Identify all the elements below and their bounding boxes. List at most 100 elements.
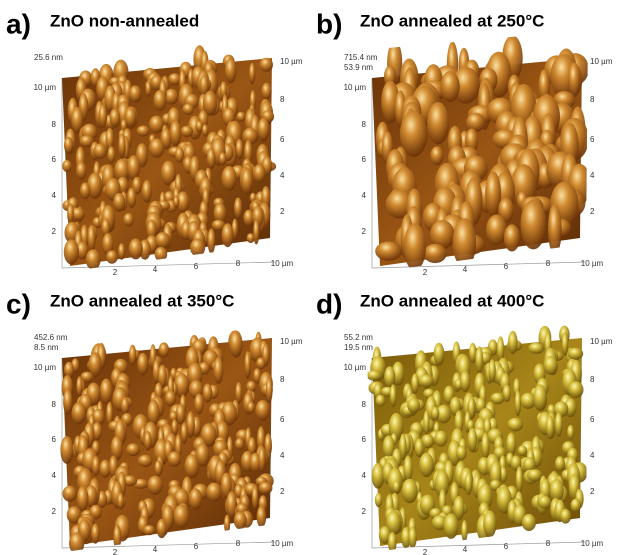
panel-title: ZnO non-annealed: [50, 11, 199, 30]
grain: [555, 456, 565, 471]
left-tick-label: 8: [362, 120, 367, 129]
grain: [555, 412, 563, 437]
grain: [181, 422, 188, 444]
grain: [568, 348, 584, 360]
grain: [247, 402, 255, 414]
left-tick-label: 6: [52, 155, 57, 164]
grain: [170, 120, 182, 146]
grain: [143, 525, 155, 535]
grain: [407, 398, 420, 413]
grain: [129, 345, 136, 366]
grain: [80, 182, 90, 199]
bottom-tick-label: 2: [113, 548, 118, 555]
grain: [434, 431, 447, 447]
grain: [402, 479, 418, 504]
grain: [415, 439, 424, 458]
grain: [453, 218, 477, 267]
grain: [486, 215, 507, 246]
left-tick-label: 8: [52, 120, 57, 129]
grain: [483, 511, 496, 538]
left-tick-label: 4: [362, 191, 367, 200]
grain: [62, 160, 72, 172]
grain: [63, 389, 72, 415]
z-label: 715.4 nm: [344, 53, 378, 62]
grain: [234, 512, 247, 530]
grain: [567, 425, 574, 440]
grain: [155, 247, 168, 261]
right-tick-label: 2: [590, 487, 595, 496]
grain: [253, 164, 265, 183]
grain: [76, 162, 86, 180]
bottom-tick-label: 4: [463, 545, 468, 554]
grain: [113, 525, 121, 550]
grain: [253, 219, 259, 244]
grain: [129, 85, 141, 102]
right-tick-label: 6: [280, 415, 285, 424]
right-tick-label: 8: [590, 375, 595, 384]
grain: [64, 137, 73, 154]
grain: [99, 460, 110, 478]
left-tick-label: 4: [362, 471, 367, 480]
right-tick-label: 6: [590, 415, 595, 424]
grain: [475, 346, 483, 374]
grain: [257, 506, 267, 528]
bottom-tick-label: 8: [236, 259, 241, 268]
grain: [60, 436, 73, 464]
grain: [189, 488, 202, 509]
right-tick-label: 8: [280, 375, 285, 384]
z-label: 53.9 nm: [344, 63, 373, 72]
grain: [562, 332, 568, 356]
bottom-tick-label: 8: [546, 259, 551, 268]
bottom-tick-label: 4: [153, 545, 158, 554]
right-tick-label: 10 µm: [280, 337, 303, 346]
grain: [366, 370, 382, 380]
grain: [127, 155, 140, 180]
grain: [404, 223, 426, 270]
grain: [528, 343, 544, 354]
panel-letter: a): [6, 8, 31, 39]
left-tick-label: 8: [52, 400, 57, 409]
grain: [76, 376, 82, 397]
grain: [137, 353, 148, 376]
grain: [113, 193, 125, 212]
grain: [173, 505, 189, 529]
grain: [110, 108, 121, 127]
grain: [194, 394, 203, 415]
grain: [121, 397, 129, 414]
grain: [522, 514, 536, 531]
grain: [544, 356, 558, 375]
grain: [508, 331, 518, 354]
grain: [518, 445, 528, 456]
grain: [149, 139, 165, 158]
grain: [202, 124, 208, 136]
panel-title: ZnO annealed at 400°C: [360, 291, 544, 310]
grain: [461, 520, 467, 542]
grain: [93, 144, 107, 159]
grain: [256, 357, 266, 369]
left-tick-label: 2: [52, 227, 57, 236]
grain: [127, 188, 136, 209]
grain: [504, 224, 520, 251]
grain: [182, 103, 194, 115]
grain: [208, 228, 216, 253]
grain: [568, 62, 580, 97]
left-tick-label: 4: [52, 191, 57, 200]
grain: [225, 58, 236, 83]
grain: [507, 418, 523, 432]
grain: [252, 485, 258, 510]
grain: [568, 381, 583, 398]
grain: [440, 71, 459, 102]
grain: [261, 83, 271, 100]
left-tick-label: 4: [52, 471, 57, 480]
grain: [234, 197, 242, 219]
grain: [427, 102, 449, 144]
grain: [181, 126, 194, 137]
z-label: 452.6 nm: [34, 333, 68, 342]
grain: [431, 407, 439, 420]
grain: [409, 527, 417, 549]
grain: [468, 428, 477, 453]
grain: [266, 378, 273, 403]
grain: [175, 147, 184, 163]
panel-letter: d): [316, 288, 342, 319]
bottom-tick-label: 10 µm: [271, 539, 294, 548]
